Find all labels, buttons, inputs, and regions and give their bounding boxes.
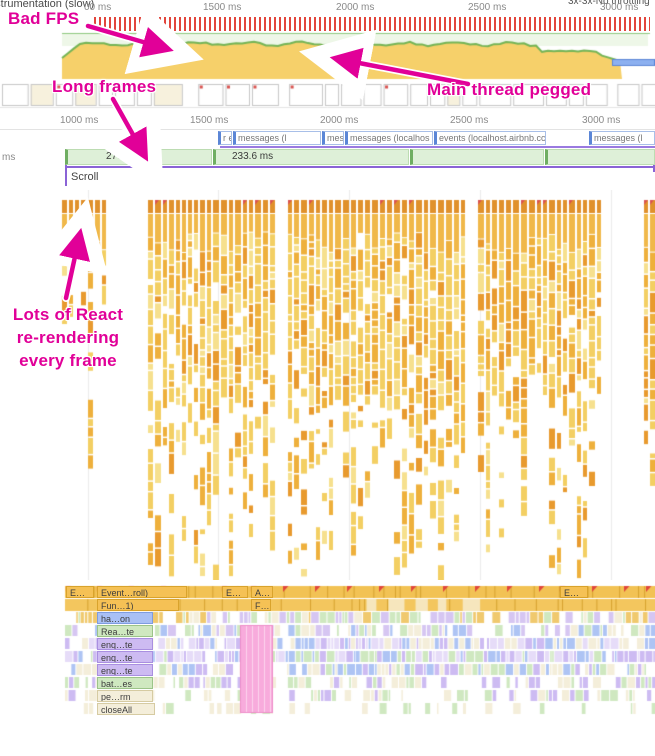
flame-chart-canvas[interactable] bbox=[0, 190, 655, 580]
interaction-item[interactable]: events (localhost.airbnb.cc bbox=[434, 131, 546, 145]
flame-event-label[interactable]: Event…roll) bbox=[97, 586, 187, 598]
timings-line-end-tick bbox=[653, 163, 655, 172]
flame-event-label[interactable]: bat…es bbox=[97, 677, 153, 689]
flame-event-label[interactable]: enq…te bbox=[97, 664, 153, 676]
timings-line bbox=[65, 166, 655, 168]
ruler-tick: 1500 ms bbox=[190, 115, 229, 126]
timings-line-start-tick bbox=[65, 163, 67, 172]
frame-duration-bar[interactable] bbox=[410, 149, 544, 165]
ruler-tick: 2000 ms bbox=[320, 115, 359, 126]
annotation-react-line1: Lots of React bbox=[12, 305, 124, 324]
flame-event-label[interactable]: Rea…te bbox=[97, 625, 153, 637]
scroll-track-label: Scroll bbox=[71, 171, 99, 183]
ruler-tick: 1000 ms bbox=[60, 115, 99, 126]
flame-event-label[interactable]: Fun…1) bbox=[97, 599, 179, 611]
ruler-tick: 3000 ms bbox=[582, 115, 621, 126]
flame-event-label[interactable]: ha…on bbox=[97, 612, 153, 624]
flame-event-label[interactable]: pe…rm bbox=[97, 690, 153, 702]
annotation-react: Lots of React re-rendering every frame bbox=[4, 303, 132, 372]
flame-event-label[interactable]: enq…te bbox=[97, 638, 153, 650]
interaction-item[interactable]: mes bbox=[322, 131, 344, 145]
frame-duration-bar[interactable] bbox=[545, 149, 655, 165]
scroll-track-bracket bbox=[65, 168, 67, 186]
annotation-bad-fps: Bad FPS bbox=[8, 9, 80, 28]
annotation-react-line2: re-rendering bbox=[16, 328, 120, 347]
ruler-tick: 2500 ms bbox=[450, 115, 489, 126]
frames-ms-gutter-label: ms bbox=[2, 152, 16, 163]
flame-event-label[interactable]: A… bbox=[251, 586, 273, 598]
annotation-long-frames: Long frames bbox=[52, 77, 157, 96]
flame-event-label[interactable]: F… bbox=[251, 599, 271, 611]
timeline-ruler[interactable]: 1000 ms 1500 ms 2000 ms 2500 ms 3000 ms bbox=[0, 112, 655, 130]
interaction-item[interactable]: messages (localhos bbox=[345, 131, 433, 145]
flame-event-label[interactable]: enq…te bbox=[97, 651, 153, 663]
flame-event-label[interactable]: E… bbox=[66, 586, 94, 598]
interaction-item[interactable]: r ev bbox=[218, 131, 232, 145]
interactions-track-line bbox=[220, 146, 655, 148]
interaction-item[interactable]: messages (l bbox=[233, 131, 321, 145]
flame-event-label[interactable]: closeAll bbox=[97, 703, 155, 715]
frame-duration-bar[interactable]: 276.6 ms bbox=[65, 149, 212, 165]
frame-duration-bar[interactable]: 233.6 ms bbox=[213, 149, 409, 165]
interaction-item[interactable]: messages (l bbox=[589, 131, 655, 145]
annotation-react-line3: every frame bbox=[19, 351, 117, 370]
flame-event-label[interactable]: E… bbox=[222, 586, 248, 598]
flame-event-label[interactable]: E… bbox=[560, 586, 588, 598]
annotation-main-thread: Main thread pegged bbox=[427, 80, 592, 99]
fps-red-bars[interactable] bbox=[94, 17, 650, 31]
